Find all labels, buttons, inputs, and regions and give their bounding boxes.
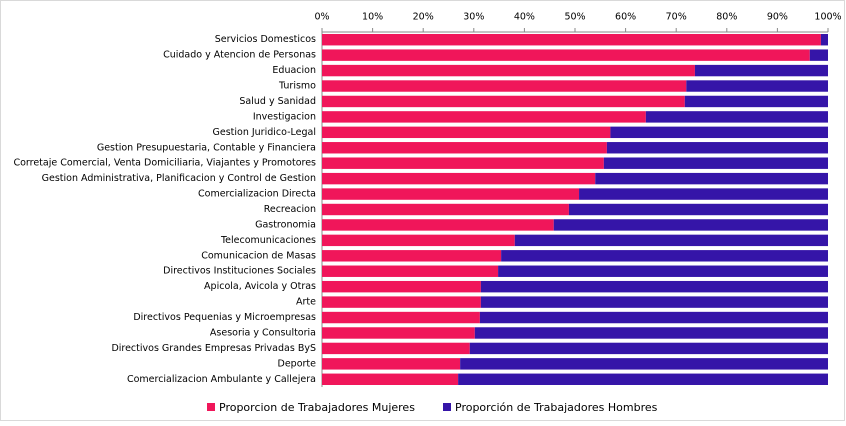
bar-segment	[322, 49, 810, 61]
y-tick-label: Directivos Pequenias y Microempresas	[133, 312, 316, 323]
y-tick-label: Investigacion	[253, 111, 316, 122]
bar-segment	[322, 219, 554, 231]
y-tick-label: Turismo	[278, 81, 316, 92]
legend-swatch	[443, 403, 451, 411]
bar-segment	[514, 234, 828, 247]
y-tick-label: Gestion Administrativa, Planificacion y …	[42, 173, 316, 184]
x-tick-label: 30%	[463, 12, 484, 23]
bar-segment	[322, 280, 481, 293]
x-tick-label: 40%	[514, 12, 535, 23]
bar-segment	[322, 234, 515, 247]
x-tick-label: 0%	[314, 12, 329, 23]
bar-segment	[694, 64, 828, 77]
y-tick-label: Gestion Presupuestaria, Contable y Finan…	[97, 142, 316, 153]
bar-segment	[322, 342, 470, 355]
y-tick-label: Directivos Grandes Empresas Privadas ByS	[111, 343, 316, 354]
bar-segment	[809, 49, 828, 61]
bar-segment	[579, 188, 828, 200]
y-tick-label: Cuidado y Atencion de Personas	[163, 50, 316, 61]
bar-segment	[322, 203, 569, 216]
y-tick-label: Gestion Juridico-Legal	[212, 127, 316, 138]
y-tick-label: Salud y Sanidad	[239, 96, 316, 107]
bar-segment	[322, 34, 821, 46]
y-tick-label: Comunicacion de Masas	[201, 250, 316, 261]
bar-segment	[595, 172, 828, 185]
x-tick-label: 90%	[767, 12, 788, 23]
y-tick-label: Arte	[296, 297, 316, 308]
x-tick-label: 100%	[814, 12, 841, 23]
y-tick-label: Telecomunicaciones	[220, 235, 316, 246]
y-tick-label: Recreacion	[264, 204, 316, 215]
bar-segment	[322, 111, 646, 123]
y-tick-label: Corretaje Comercial, Venta Domiciliaria,…	[13, 158, 316, 169]
x-tick-label: 50%	[564, 12, 585, 23]
bar-segment	[322, 172, 596, 185]
y-tick-label: Eduacion	[272, 65, 316, 76]
x-tick-label: 60%	[615, 12, 636, 23]
bar-segment	[322, 188, 580, 200]
bar-segment	[322, 265, 499, 277]
bar-segment	[480, 280, 828, 293]
y-tick-label: Servicios Domesticos	[215, 34, 316, 45]
x-tick-label: 10%	[362, 12, 383, 23]
bar-segment	[322, 296, 481, 308]
x-tick-label: 80%	[716, 12, 737, 23]
bar-segment	[322, 142, 607, 154]
bar-segment	[501, 250, 828, 262]
bar-segment	[322, 80, 687, 92]
bar-segment	[480, 296, 828, 308]
bar-segment	[322, 157, 604, 169]
bar-segment	[322, 358, 461, 370]
bar-segment	[645, 111, 828, 123]
y-tick-label: Directivos Instituciones Sociales	[163, 266, 316, 277]
bar-segment	[474, 327, 828, 339]
y-tick-label: Gastronomia	[255, 219, 316, 230]
bar-segment	[458, 373, 828, 385]
bar-segment	[610, 126, 828, 139]
bar-segment	[479, 311, 828, 324]
bar-segment	[322, 327, 475, 339]
y-tick-label: Deporte	[278, 358, 317, 369]
bar-segment	[460, 358, 828, 370]
y-tick-label: Comercializacion Directa	[198, 189, 316, 200]
bar-segment	[498, 265, 828, 277]
y-tick-label: Apicola, Avicola y Otras	[204, 281, 316, 292]
bar-segment	[322, 311, 480, 324]
y-tick-label: Asesoria y Consultoria	[210, 327, 316, 338]
bar-segment	[568, 203, 828, 216]
legend-label: Proporción de Trabajadores Hombres	[455, 401, 658, 414]
bar-segment	[469, 342, 828, 355]
legend-swatch	[207, 403, 215, 411]
bar-segment	[606, 142, 828, 154]
bar-segment	[686, 80, 828, 92]
x-tick-label: 70%	[666, 12, 687, 23]
bar-segment	[322, 126, 611, 139]
bar-segment	[322, 373, 459, 385]
bar-segment	[820, 34, 828, 46]
bar-segment	[684, 95, 828, 108]
y-tick-label: Comercializacion Ambulante y Callejera	[127, 374, 316, 385]
bar-segment	[553, 219, 828, 231]
legend-label: Proporcion de Trabajadores Mujeres	[219, 401, 415, 414]
bar-segment	[322, 95, 685, 108]
bar-segment	[603, 157, 828, 169]
x-tick-label: 20%	[413, 12, 434, 23]
bar-segment	[322, 64, 695, 77]
bar-segment	[322, 250, 502, 262]
